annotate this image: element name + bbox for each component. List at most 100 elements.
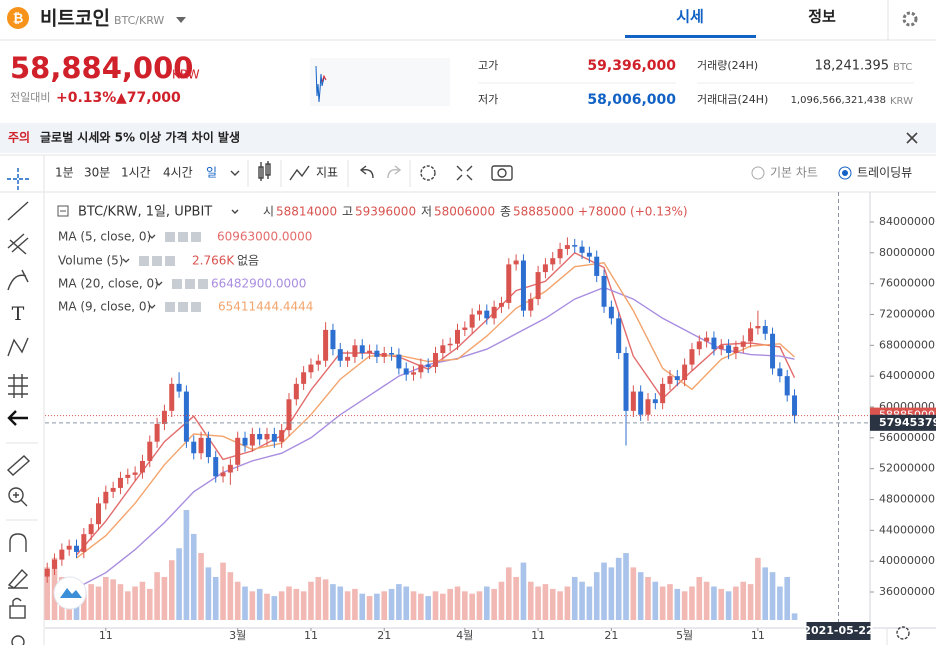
measure-tool[interactable] [8, 374, 28, 398]
collapse-button[interactable] [57, 205, 69, 217]
lock-tool[interactable] [9, 605, 26, 619]
chart-type-button[interactable] [258, 161, 271, 181]
candle-body [528, 299, 534, 311]
stat-label: 저가 [478, 93, 498, 106]
fib-tool[interactable] [7, 233, 29, 255]
volume-bar [374, 593, 380, 620]
magnet-tool[interactable] [9, 533, 27, 552]
title-dropdown[interactable] [231, 209, 239, 214]
legend-icon[interactable] [178, 232, 188, 242]
text-tool[interactable]: T [12, 303, 25, 325]
candle-body [220, 472, 226, 477]
candle-body [623, 353, 629, 411]
legend-icon[interactable] [172, 279, 182, 289]
pattern-tool[interactable] [7, 337, 29, 357]
fullscreen-button[interactable] [456, 165, 473, 181]
back-tool[interactable] [7, 410, 28, 426]
tab[interactable]: 시세 [676, 8, 704, 26]
indicator-icon[interactable] [289, 165, 310, 181]
lock-draw-tool[interactable] [7, 568, 28, 589]
volume-bar [234, 581, 241, 620]
interval-button[interactable]: 1시간 [121, 166, 151, 180]
indicator-button[interactable]: 지표 [316, 166, 338, 180]
volume-bar [396, 584, 402, 620]
interval-button[interactable]: 4시간 [163, 166, 193, 180]
candle-body [359, 345, 365, 354]
candle-body [249, 433, 255, 446]
volume-bar [630, 567, 637, 620]
chart-mode[interactable]: 트레이딩뷰 [857, 166, 912, 180]
crosshair-tool[interactable] [7, 168, 29, 190]
x-tick-label: 11 [531, 629, 545, 642]
notice-close[interactable] [906, 132, 918, 144]
volume-bar [242, 586, 248, 620]
settings-button[interactable] [420, 165, 436, 181]
zoom-tool[interactable] [8, 487, 24, 503]
candle-body [191, 441, 197, 454]
legend-icon[interactable] [191, 232, 201, 242]
legend-icon[interactable] [165, 302, 175, 312]
volume-bar [110, 579, 116, 620]
tab[interactable]: 정보 [808, 8, 836, 26]
interval-button[interactable]: 30분 [84, 166, 110, 180]
candle-body [579, 246, 585, 253]
market-code: BTC/KRW [114, 14, 164, 27]
radio[interactable] [751, 166, 765, 180]
interval-button[interactable]: 1분 [55, 166, 74, 180]
axis-settings[interactable] [896, 626, 910, 640]
brush-tool[interactable] [7, 269, 29, 291]
visibility-tool[interactable] [11, 635, 25, 645]
header: ₿ 비트코인 BTC/KRW 시세 정보 [0, 0, 936, 41]
settings-button[interactable] [902, 11, 918, 27]
snapshot-button[interactable] [491, 165, 513, 181]
legend-icon[interactable] [139, 256, 149, 266]
notice-bar [0, 123, 936, 153]
candle-body [762, 326, 768, 334]
indicator-value: 65411444.4444 [218, 300, 313, 314]
volume-bar [190, 533, 197, 620]
volume-bar [762, 567, 769, 620]
candle-body [396, 354, 402, 369]
ruler-tool[interactable] [6, 455, 31, 476]
candle-body [535, 272, 541, 300]
candle-body [213, 457, 219, 477]
candle-body [418, 364, 424, 373]
legend-icon[interactable] [178, 302, 188, 312]
volume-bar [264, 593, 270, 620]
line-tool[interactable] [7, 201, 29, 221]
legend-icon[interactable] [185, 279, 195, 289]
volume-bar [388, 588, 395, 620]
overlay-layer: 58885000 57945379 2021-05-22 [45, 192, 936, 640]
sparkline [315, 65, 325, 103]
candle-body [242, 437, 248, 446]
volume-bar [718, 588, 725, 620]
redo-button[interactable] [387, 165, 402, 179]
interval-dropdown[interactable] [230, 170, 240, 176]
volume-bar [330, 584, 336, 620]
volume-bar [769, 572, 776, 620]
y-tick-label: 80000000 [879, 246, 935, 259]
chart-mode[interactable]: 기본 차트 [770, 166, 818, 180]
interval-button[interactable]: 일 [206, 166, 217, 180]
change-value: +78000 (+0.13%) [578, 205, 688, 219]
radio[interactable] [838, 166, 852, 180]
volume-bar [88, 584, 94, 620]
candle-body [279, 430, 285, 442]
candle-body [491, 306, 497, 319]
chart-legend: BTC/KRW, 1일, UPBIT 시 58814000 고 59396000 저 58… [57, 205, 688, 314]
indicator-name: MA (20, close, 0) [58, 277, 159, 291]
x-tick-label: 4월 [456, 629, 473, 642]
market-dropdown[interactable] [176, 17, 186, 23]
legend-icon[interactable] [165, 256, 175, 266]
candle-body [564, 245, 570, 249]
legend-icon[interactable] [191, 302, 201, 312]
legend-icon[interactable] [198, 279, 208, 289]
volume-bar [733, 586, 739, 620]
volume-bar [344, 591, 351, 620]
candle-body [638, 391, 644, 415]
legend-icon[interactable] [152, 256, 162, 266]
candle-body [601, 275, 607, 307]
y-tick-label: 56000000 [879, 431, 935, 444]
undo-button[interactable] [359, 165, 374, 179]
legend-icon[interactable] [165, 232, 175, 242]
